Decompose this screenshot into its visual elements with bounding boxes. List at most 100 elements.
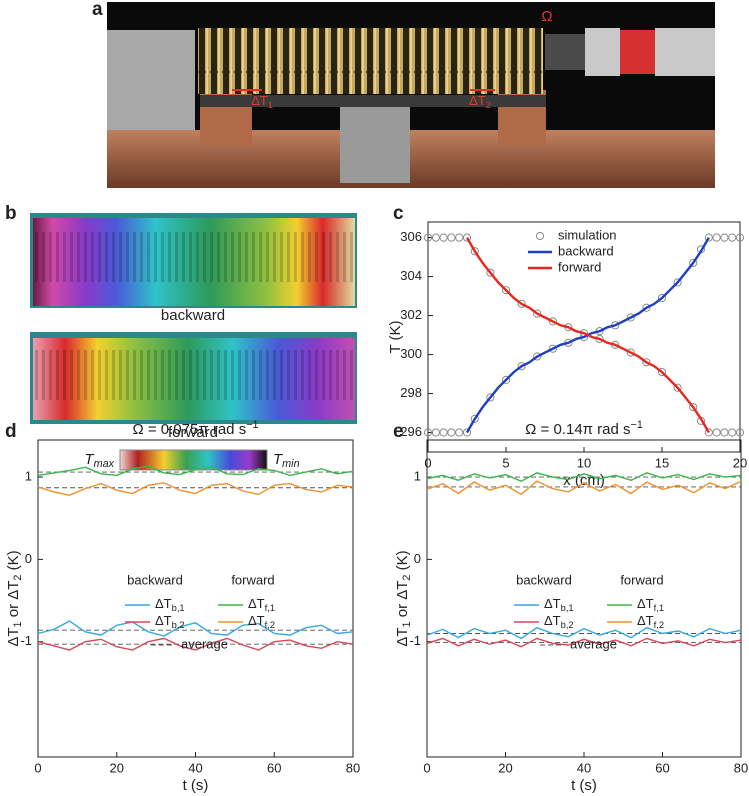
legend-label: average (181, 636, 228, 651)
data-line (426, 637, 742, 648)
text-part: ΔT (469, 93, 486, 108)
y-tick-label: 0 (414, 551, 421, 566)
legend-group: forward (620, 572, 663, 587)
text-part: ΔT (394, 627, 411, 646)
text-part: ΔT (544, 613, 561, 628)
data-point (462, 233, 472, 242)
text-part: ΔT (155, 613, 172, 628)
x-tick-label: 20 (110, 760, 124, 775)
text-part: ΔT (248, 596, 265, 611)
y-tick-label: 1 (25, 468, 32, 483)
text-part: ΔT (155, 596, 172, 611)
data-line (37, 465, 354, 477)
text-part: b,2 (561, 620, 574, 630)
text-part: ΔT (637, 613, 654, 628)
legend-label: ΔTb,2 (544, 613, 574, 630)
data-point (735, 428, 745, 437)
legend-label: ΔTb,1 (155, 596, 185, 613)
x-tick-label: 10 (577, 455, 591, 470)
chart-title: Ω = 0.075π rad s−1 (132, 419, 258, 438)
data-point (720, 428, 729, 437)
text-part: b,1 (561, 603, 574, 613)
text-part: Ω = 0.075π rad s (132, 421, 246, 438)
y-tick-label: 306 (400, 229, 422, 244)
data-point (657, 293, 667, 303)
data-point (626, 348, 635, 357)
data-line (465, 237, 710, 434)
panel-label: d (5, 421, 17, 442)
data-point (470, 414, 479, 423)
x-tick-label: 0 (423, 760, 430, 775)
data-point (486, 268, 495, 277)
data-point (533, 309, 542, 318)
x-tick-label: 40 (577, 760, 591, 775)
y-axis-label: ΔT1 or ΔT2 (K) (5, 550, 24, 646)
x-tick-label: 60 (267, 760, 281, 775)
data-point (455, 428, 464, 437)
legend-group: backward (516, 572, 572, 587)
data-point (548, 317, 557, 326)
legend-label: forward (558, 259, 601, 274)
data-line (37, 637, 354, 651)
text-part: f,1 (265, 603, 275, 613)
legend-label: ΔTf,2 (637, 613, 664, 630)
y-tick-label: 1 (414, 468, 421, 483)
chart-title: Ω = 0.14π rad s−1 (525, 419, 643, 438)
data-line (426, 626, 742, 640)
text-part: ΔT (251, 93, 268, 108)
text-part: f,1 (654, 603, 664, 613)
text-part: f,2 (654, 620, 664, 630)
data-point (657, 367, 667, 377)
data-point (728, 233, 737, 242)
x-tick-label: 0 (34, 760, 41, 775)
text-part: ΔT (248, 613, 265, 628)
data-point (462, 428, 472, 437)
data-point (548, 344, 557, 353)
data-line (37, 482, 354, 496)
panel-label: c (393, 203, 404, 224)
text-part: 2 (12, 575, 24, 581)
legend-marker (535, 231, 545, 241)
x-tick-label: 80 (346, 760, 360, 775)
thermal-images (30, 213, 357, 471)
panel-label: a (92, 0, 103, 20)
data-point (704, 233, 713, 242)
data-point (470, 247, 479, 256)
text-part: or ΔT (394, 581, 411, 622)
data-point (423, 233, 433, 242)
data-point (735, 233, 745, 242)
data-point (673, 278, 682, 287)
data-point (642, 358, 651, 367)
text-part: Ω = 0.14π rad s (525, 421, 630, 438)
y-tick-label: -1 (409, 633, 421, 648)
text-part: ΔT (5, 627, 22, 646)
caption: forward (168, 424, 218, 441)
y-tick-label: 302 (400, 307, 422, 322)
data-point (486, 393, 495, 402)
text-part: ΔT (637, 596, 654, 611)
legend-group: forward (231, 572, 274, 587)
text-part: 1 (12, 621, 24, 627)
y-axis-label: T (K) (387, 320, 404, 353)
legend-label: ΔTf,1 (248, 596, 275, 613)
x-tick-label: 40 (188, 760, 202, 775)
data-point (439, 233, 448, 242)
data-point (712, 428, 721, 437)
text-part: T (84, 451, 95, 468)
data-point (517, 299, 526, 308)
text-part: max (94, 458, 115, 470)
delta-t2-label: ΔT2 (469, 93, 491, 110)
text-part: b,1 (172, 603, 185, 613)
x-tick-label: 20 (498, 760, 512, 775)
data-point (689, 403, 698, 412)
data-point (689, 258, 698, 268)
x-tick-label: 60 (655, 760, 669, 775)
colorbar-max: Tmax (84, 451, 114, 470)
text-part: 1 (268, 100, 273, 110)
y-axis-label: ΔT1 or ΔT2 (K) (394, 550, 413, 646)
data-point (455, 233, 464, 242)
data-point (673, 383, 682, 392)
text-part: f,2 (265, 620, 275, 630)
data-point (642, 303, 651, 312)
